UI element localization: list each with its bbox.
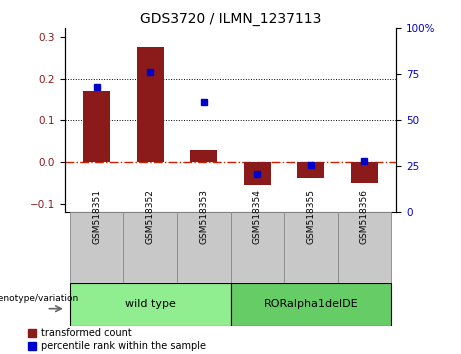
Text: GSM518352: GSM518352: [146, 189, 155, 244]
Legend: transformed count, percentile rank within the sample: transformed count, percentile rank withi…: [28, 329, 206, 351]
Bar: [244, 162, 271, 185]
Bar: [70, 283, 230, 326]
Bar: [137, 47, 164, 162]
Bar: [284, 212, 337, 283]
Bar: [230, 212, 284, 283]
Bar: [177, 212, 230, 283]
Text: GSM518353: GSM518353: [199, 189, 208, 244]
Title: GDS3720 / ILMN_1237113: GDS3720 / ILMN_1237113: [140, 12, 321, 26]
Bar: [297, 162, 324, 178]
Text: genotype/variation: genotype/variation: [0, 293, 79, 303]
Text: GSM518354: GSM518354: [253, 189, 262, 244]
Bar: [83, 91, 110, 162]
Bar: [230, 283, 391, 326]
Bar: [351, 162, 378, 183]
Text: GSM518351: GSM518351: [92, 189, 101, 244]
Bar: [124, 212, 177, 283]
Text: wild type: wild type: [125, 299, 176, 309]
Text: GSM518355: GSM518355: [306, 189, 315, 244]
Bar: [70, 212, 124, 283]
Bar: [190, 150, 217, 162]
Bar: [337, 212, 391, 283]
Text: GSM518356: GSM518356: [360, 189, 369, 244]
Text: RORalpha1delDE: RORalpha1delDE: [264, 299, 358, 309]
